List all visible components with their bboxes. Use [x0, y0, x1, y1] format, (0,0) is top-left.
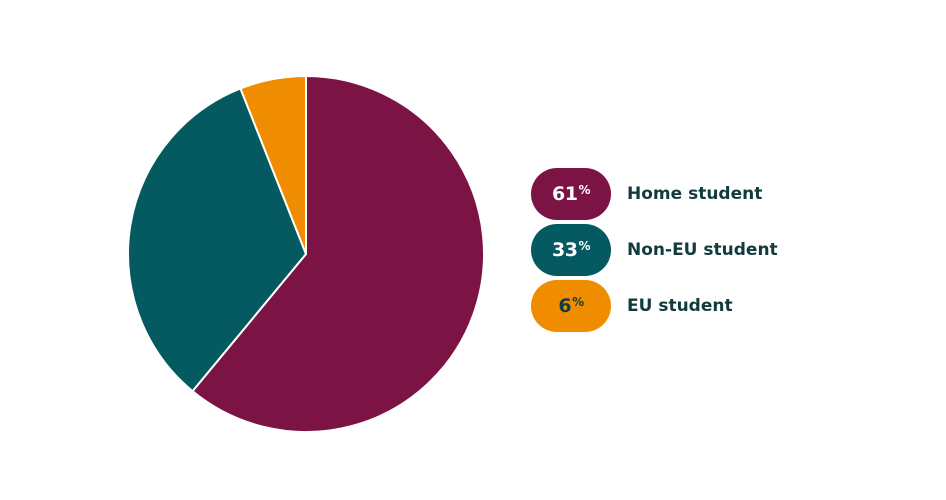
legend-badge-non-eu-student: 33% — [531, 224, 611, 276]
legend-badge-eu-student: 6% — [531, 280, 611, 332]
legend-unit-non-eu-student: % — [578, 239, 590, 253]
legend-unit-eu-student: % — [572, 295, 584, 309]
legend-item-home-student: 61% Home student — [531, 168, 778, 220]
legend-label-home-student: Home student — [627, 184, 763, 204]
legend-badge-home-student: 61% — [531, 168, 611, 220]
pie-slice-home-student — [191, 75, 485, 433]
legend-value-non-eu-student: 33 — [552, 239, 578, 261]
pie-slice-non-eu-student — [127, 87, 307, 393]
legend-item-non-eu-student: 33% Non-EU student — [531, 224, 778, 276]
legend: 61% Home student 33% Non-EU student 6% E… — [531, 168, 778, 336]
legend-unit-home-student: % — [578, 183, 590, 197]
legend-label-non-eu-student: Non-EU student — [627, 240, 778, 260]
pie-slice-eu-student — [239, 75, 307, 255]
legend-value-home-student: 61 — [552, 183, 578, 205]
legend-item-eu-student: 6% EU student — [531, 280, 778, 332]
legend-label-eu-student: EU student — [627, 296, 733, 316]
legend-value-eu-student: 6 — [558, 295, 572, 317]
